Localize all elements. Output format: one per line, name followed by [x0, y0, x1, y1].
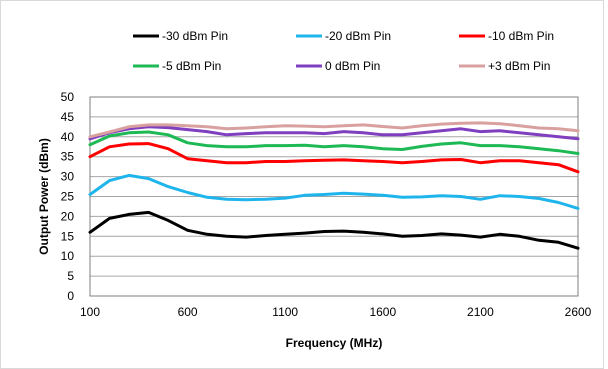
y-tick-label: 45 [61, 110, 75, 124]
series-lines [88, 121, 580, 250]
series-line [88, 210, 580, 250]
y-tick-label: 20 [61, 209, 75, 223]
legend-label: -5 dBm Pin [162, 59, 221, 73]
x-tick-label: 2600 [565, 305, 592, 319]
plot-area-border [89, 96, 579, 297]
y-axis-title: Output Power (dBm) [37, 138, 51, 255]
legend-label: 0 dBm Pin [325, 59, 380, 73]
series-line [88, 125, 580, 141]
x-tick-label: 1100 [272, 305, 298, 319]
y-tick-label: 0 [67, 289, 74, 303]
y-tick-label: 40 [61, 130, 75, 144]
tick-labels: 0 5 10 15 20 25 30 35 40 45 50 100 600 1100 1600 2100 26… [61, 90, 592, 319]
legend: -30 dBm Pin -20 dBm Pin -10 dBm Pin -5 dBm … [133, 29, 554, 73]
y-tick-label: 35 [61, 150, 75, 164]
legend-label: -10 dBm Pin [488, 29, 554, 43]
x-tick-label: 600 [178, 305, 198, 319]
series-line [88, 142, 580, 174]
legend-label: -30 dBm Pin [162, 29, 228, 43]
series-line [88, 121, 580, 139]
y-tick-label: 30 [61, 170, 75, 184]
series-line [88, 173, 580, 210]
y-tick-label: 5 [67, 269, 74, 283]
legend-label: -20 dBm Pin [325, 29, 391, 43]
series-line [88, 130, 580, 155]
y-tick-label: 15 [61, 229, 75, 243]
x-tick-label: 1600 [369, 305, 396, 319]
x-tick-label: 2100 [467, 305, 494, 319]
y-tick-label: 10 [61, 249, 75, 263]
x-tick-label: 100 [80, 305, 100, 319]
y-tick-label: 50 [61, 90, 75, 104]
y-tick-label: 25 [61, 190, 75, 204]
legend-label: +3 dBm Pin [488, 59, 550, 73]
x-axis-title: Frequency (MHz) [286, 336, 383, 350]
